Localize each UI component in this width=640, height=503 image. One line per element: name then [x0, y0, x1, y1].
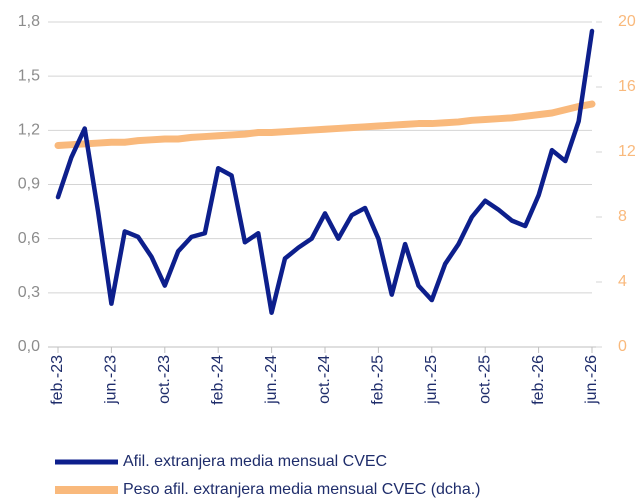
y-tick-label: 0,3: [18, 284, 40, 301]
y-tick-label: 1,5: [18, 67, 40, 84]
y2-tick-label: 20: [618, 13, 636, 30]
y-tick-label: 0,6: [18, 230, 40, 247]
y2-tick-label: 0: [618, 338, 627, 355]
x-tick-label: feb.-24: [209, 355, 226, 405]
y2-tick-label: 4: [618, 273, 627, 290]
y-tick-label: 1,2: [18, 122, 40, 139]
x-tick-label: feb.-25: [370, 355, 387, 405]
x-tick-label: oct.-23: [156, 355, 173, 404]
x-tick-label: feb.-26: [530, 355, 547, 405]
series-line: [55, 28, 595, 315]
x-tick-label: jun.-26: [583, 355, 600, 405]
series-line: [54, 100, 596, 149]
y2-tick-label: 16: [618, 78, 636, 95]
x-tick-label: jun.-25: [423, 355, 440, 405]
y-tick-label: 0,9: [18, 176, 40, 193]
y-tick-label: 1,8: [18, 13, 40, 30]
y-tick-label: 0,0: [18, 338, 40, 355]
x-tick-label: jun.-24: [263, 355, 280, 405]
legend-label: Peso afil. extranjera media mensual CVEC…: [123, 481, 481, 498]
y2-tick-label: 12: [618, 143, 636, 160]
x-tick-label: oct.-24: [316, 355, 333, 404]
x-tick-label: oct.-25: [476, 355, 493, 404]
y2-tick-label: 8: [618, 208, 627, 225]
x-tick-label: feb.-23: [49, 355, 66, 405]
x-tick-label: jun.-23: [103, 355, 120, 405]
legend-label: Afil. extranjera media mensual CVEC: [123, 453, 387, 470]
